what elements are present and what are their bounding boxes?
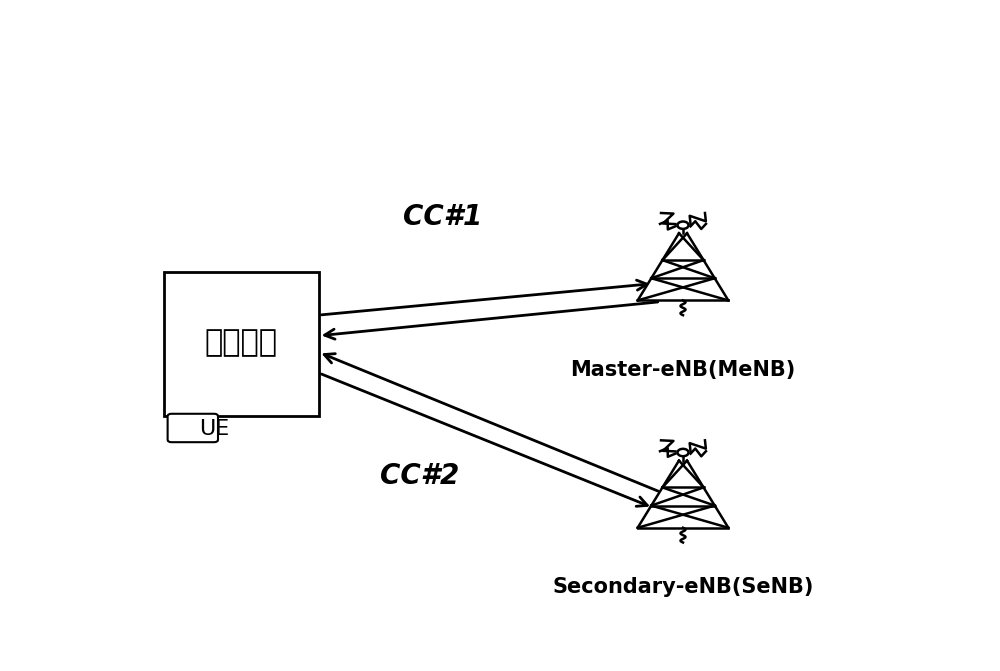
Text: CC#2: CC#2 [380, 462, 459, 490]
Text: Master-eNB(MeNB): Master-eNB(MeNB) [570, 360, 796, 380]
Text: 用户装置: 用户装置 [205, 329, 278, 358]
FancyBboxPatch shape [168, 414, 218, 442]
Text: Secondary-eNB(SeNB): Secondary-eNB(SeNB) [552, 577, 814, 597]
Text: UE: UE [199, 419, 229, 440]
Text: CC#1: CC#1 [403, 203, 482, 231]
Ellipse shape [677, 221, 689, 229]
Bar [164, 272, 319, 416]
Ellipse shape [677, 449, 689, 456]
